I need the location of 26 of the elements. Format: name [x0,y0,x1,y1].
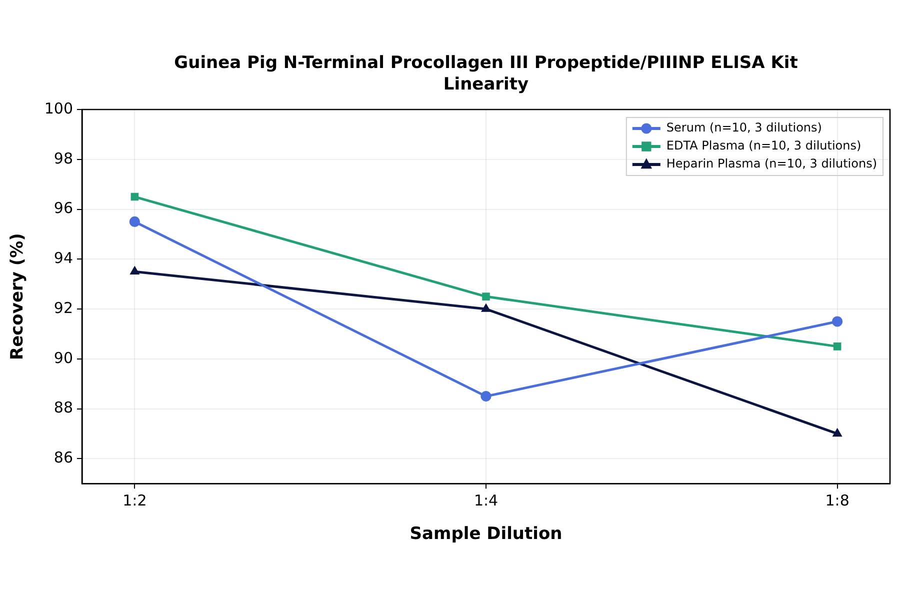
y-tick-label: 98 [54,149,73,168]
y-tick-label: 90 [54,348,73,367]
y-tick-label: 94 [54,249,73,268]
point [480,391,492,402]
y-tick-label: 92 [54,298,73,317]
legend-label: Serum (n=10, 3 dilutions) [666,120,822,135]
point [833,342,842,350]
point [129,216,140,228]
x-axis-title: Sample Dilution [410,524,562,544]
x-tick-label: 1:4 [474,491,498,510]
y-tick-label: 86 [54,448,73,467]
point [481,304,491,312]
y-tick-label: 96 [54,199,73,218]
chart-title: Guinea Pig N-Terminal Procollagen III Propeptide/PIIINP ELISA Kit Linearity [174,53,798,94]
point [832,428,842,437]
point [832,316,843,327]
point [130,192,139,201]
point [130,266,140,275]
y-axis-title: Recovery (%) [8,233,28,360]
point [482,292,490,300]
legend-label: Heparin Plasma (n=10, 3 dilutions) [666,156,878,171]
legend-label: EDTA Plasma (n=10, 3 dilutions) [666,138,862,153]
x-tick-label: 1:8 [825,491,850,510]
x-tick-label: 1:2 [122,491,147,510]
y-tick-label: 88 [54,398,73,417]
y-tick-label: 100 [44,99,73,118]
